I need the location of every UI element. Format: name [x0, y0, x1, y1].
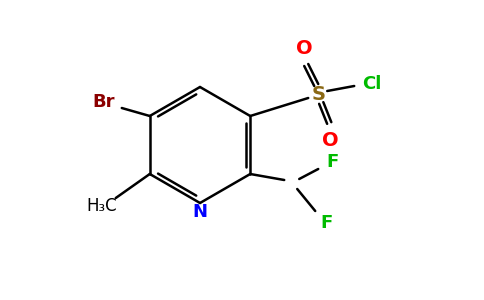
Text: O: O: [322, 130, 338, 149]
Text: F: F: [326, 153, 338, 171]
Text: N: N: [193, 203, 208, 221]
Text: H₃C: H₃C: [87, 197, 117, 215]
Text: Cl: Cl: [363, 75, 382, 93]
Text: S: S: [311, 85, 325, 104]
Text: Br: Br: [92, 93, 115, 111]
Text: F: F: [320, 214, 333, 232]
Text: O: O: [296, 38, 313, 58]
